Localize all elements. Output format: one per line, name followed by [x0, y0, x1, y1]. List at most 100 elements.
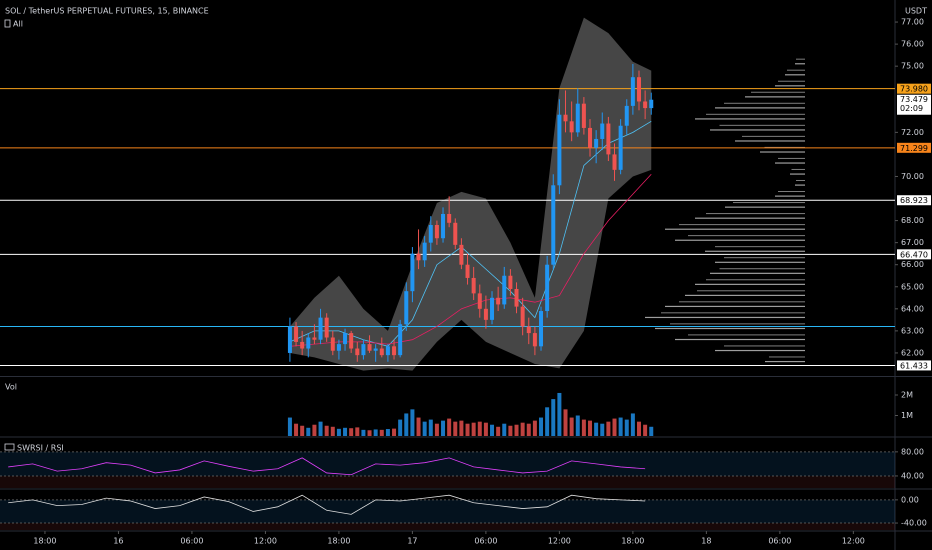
volume-bar: [643, 424, 648, 436]
level-tag: [897, 195, 931, 206]
candle-body: [392, 346, 397, 356]
volume-bar: [575, 415, 580, 436]
volume-bar: [392, 428, 397, 436]
candle-body: [624, 105, 629, 126]
volume-bar: [600, 423, 605, 436]
candle-body: [343, 333, 348, 345]
candle-body: [637, 77, 642, 102]
last-price-tag: [897, 94, 931, 115]
volume-bar: [300, 425, 305, 436]
indicator-line: [8, 457, 646, 476]
profile-bar-sub: [719, 124, 805, 126]
candle-body: [447, 213, 452, 223]
profile-bar-sub: [751, 91, 805, 93]
candle-body: [496, 297, 501, 305]
candle-body: [422, 242, 427, 261]
volume-bar: [637, 421, 642, 436]
level-tag: [897, 142, 931, 153]
profile-bar-sub: [670, 323, 805, 325]
y-tick-label: 67.00: [901, 238, 924, 247]
candle-body: [606, 123, 611, 155]
x-tick-label: 18:00: [621, 537, 644, 546]
x-tick-label: 18:00: [33, 537, 56, 546]
candle-body: [465, 264, 470, 278]
candle-body: [349, 333, 354, 349]
volume-bar: [453, 421, 458, 436]
candle-body: [453, 222, 458, 245]
profile-bar-sub: [706, 113, 805, 115]
y-tick-label: 62.00: [901, 348, 924, 357]
level-tag: [897, 360, 931, 371]
volume-bar: [398, 419, 403, 436]
last-price-label: 73.479: [900, 95, 928, 104]
profile-bar-sub: [796, 58, 805, 60]
volume-bar: [428, 419, 433, 436]
volume-bar: [410, 409, 415, 436]
candle-body: [441, 213, 446, 239]
candle-body: [575, 103, 580, 133]
volume-bar: [563, 409, 568, 436]
y-tick-label: 72.00: [901, 128, 924, 137]
candle-body: [557, 114, 562, 186]
filter-icon[interactable]: [4, 19, 11, 28]
candle-body: [594, 138, 599, 148]
volume-bar: [287, 417, 292, 436]
profile-bar: [695, 283, 805, 285]
profile-bar-sub: [769, 356, 805, 358]
symbol-title: SOL / TetherUS PERPETUAL FUTURES, 15, BI…: [5, 7, 209, 16]
candle-body: [588, 127, 593, 148]
candle-body: [471, 277, 476, 294]
profile-bar-sub: [715, 246, 805, 248]
indicator-zone-low: [0, 523, 895, 530]
volume-bar: [379, 429, 384, 436]
filter-label[interactable]: All: [13, 20, 23, 29]
y-tick-label: 64.00: [901, 304, 924, 313]
volume-bar: [441, 420, 446, 436]
volume-bar: [545, 407, 550, 436]
candle-body: [649, 99, 654, 109]
volume-bar: [324, 425, 329, 436]
volume-bar: [624, 419, 629, 436]
volume-bar: [496, 426, 501, 436]
volume-bar: [502, 423, 507, 436]
y-tick-label: 2M: [901, 391, 913, 400]
candle-body: [398, 324, 403, 356]
volume-bar: [526, 423, 531, 436]
volume-bar: [416, 417, 421, 436]
y-tick-label: 76.00: [901, 40, 924, 49]
level-label: 66.470: [900, 250, 928, 259]
profile-bar: [695, 217, 805, 219]
volume-bar: [483, 422, 488, 436]
x-tick-label: 12:00: [842, 537, 865, 546]
candle-body: [477, 293, 482, 309]
y-tick-label: 68.00: [901, 216, 924, 225]
candle-body: [539, 311, 544, 347]
candle-body: [581, 103, 586, 128]
candle-body: [318, 317, 323, 340]
profile-bar: [745, 96, 805, 98]
y-tick-label: 75.00: [901, 62, 924, 71]
profile-bar-sub: [719, 268, 805, 270]
candle-body: [508, 275, 513, 289]
volume-bar: [459, 420, 464, 436]
volume-bar: [490, 424, 495, 436]
volume-bar: [612, 418, 617, 436]
profile-bar-sub: [724, 345, 805, 347]
candle-body: [294, 326, 299, 342]
profile-bar: [775, 195, 805, 197]
x-tick-label: 06:00: [768, 537, 791, 546]
candle-body: [367, 344, 372, 351]
level-label: 61.433: [900, 361, 928, 370]
y-tick-label: 70.00: [901, 172, 924, 181]
candle-body: [520, 306, 525, 327]
volume-bar: [514, 424, 519, 436]
volume-bar: [422, 421, 427, 436]
profile-bar-sub: [706, 279, 805, 281]
profile-bar-sub: [724, 102, 805, 104]
level-label: 71.299: [900, 144, 928, 153]
profile-bar-sub: [724, 257, 805, 259]
volume-bar: [649, 426, 654, 436]
candle-body: [459, 244, 464, 265]
candle-body: [526, 326, 531, 334]
volume-bar: [312, 424, 317, 436]
